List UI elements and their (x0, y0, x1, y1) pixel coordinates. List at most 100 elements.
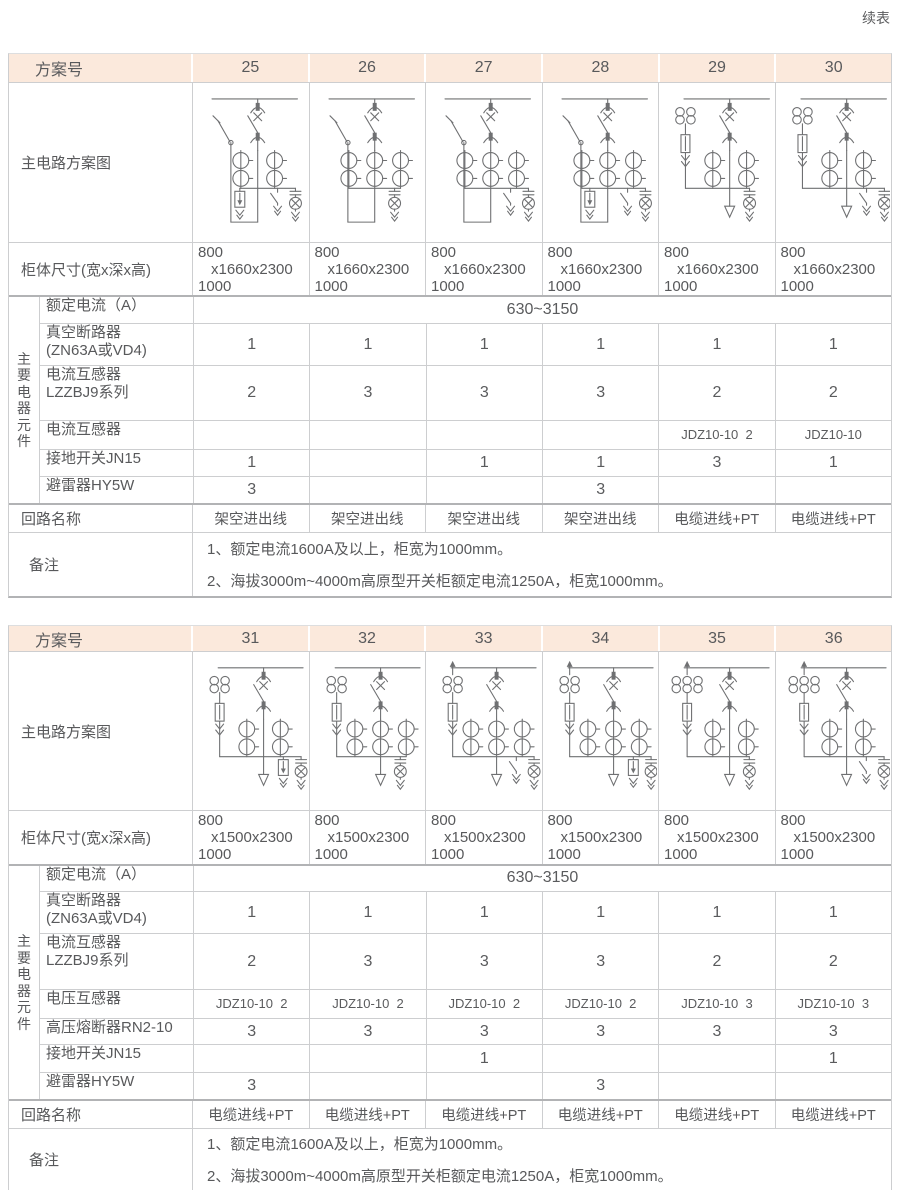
remarks-label: 备注 (9, 533, 193, 596)
component-value-current-transformer-lzzbj9-26: 3 (310, 366, 427, 420)
rated-current-merged-value: 630~3150 (506, 869, 579, 887)
component-value-hv-fuse-rn2-10-32: 3 (310, 1018, 427, 1045)
main-circuit-diagram-29 (659, 83, 776, 242)
component-value-current-transformer-lzzbj9-35: 2 (659, 934, 776, 989)
component-row-arrester-hy5w: 避雷器HY5W 3 3 (40, 477, 891, 504)
circuit-name-35: 电缆进线+PT (659, 1101, 776, 1128)
main-components-vertical-label: 主要电器元件 (9, 297, 40, 503)
cabinet-size-value-35: 800 x1500x2300 1000 (659, 811, 776, 864)
component-value-arrester-hy5w-31: 3 (194, 1073, 311, 1099)
circuit-name-34: 电缆进线+PT (543, 1101, 659, 1128)
cabinet-size-value-27: 800 x1660x2300 1000 (426, 243, 543, 295)
remarks-content: 1、额定电流1600A及以上，柜宽为1000mm。 2、海拔3000m~4000m… (207, 541, 673, 590)
component-label-vacuum-breaker: 真空断路器 (ZN63A或VD4) (40, 891, 194, 934)
main-circuit-diagram-36 (776, 652, 892, 810)
component-value-vacuum-breaker-36: 1 (828, 903, 838, 921)
main-circuit-diagram-30 (776, 83, 892, 242)
component-label-rated-current: 额定电流（A） (40, 297, 194, 323)
component-label-earthing-switch-jn15: 接地开关JN15 (40, 449, 194, 477)
scheme-number-34: 34 (543, 626, 660, 651)
component-row-earthing-switch-jn15: 接地开关JN15 1 1 (40, 1045, 891, 1074)
main-circuit-row: 主电路方案图 (9, 83, 891, 243)
main-circuit-row: 主电路方案图 (9, 652, 891, 811)
component-row-hv-fuse-rn2-10: 高压熔断器RN2-10 3 3 3 3 3 3 (40, 1018, 891, 1046)
component-value-current-transformer-27 (427, 420, 543, 449)
main-circuit-diagram-35 (659, 652, 776, 810)
component-value-arrester-hy5w-29 (659, 477, 776, 504)
scheme-number-30: 30 (824, 59, 843, 76)
main-circuit-row-label: 主电路方案图 (9, 83, 193, 242)
main-components-rows: 额定电流（A） 630~3150 真空断路器 (ZN63A或VD4) 1 1 1 1 1 1 电流互… (40, 297, 891, 504)
circuit-name-31: 电缆进线+PT (193, 1101, 310, 1128)
circuit-name-26: 架空进出线 (310, 505, 426, 532)
component-row-current-transformer-lzzbj9: 电流互感器 LZZBJ9系列 2 3 3 3 2 2 (40, 934, 891, 990)
component-value-current-transformer-26 (310, 420, 427, 449)
remarks-row: 备注 1、额定电流1600A及以上，柜宽为1000mm。 2、海拔3000m~400… (9, 1129, 891, 1190)
scheme-no-header-label: 方案号 (9, 54, 193, 82)
component-label-arrester-hy5w: 避雷器HY5W (40, 477, 194, 504)
component-value-earthing-switch-jn15-26 (310, 449, 427, 477)
component-value-current-transformer-lzzbj9-33: 3 (427, 934, 543, 989)
scheme-number-35: 35 (660, 626, 777, 651)
cabinet-size-value-34: 800 x1500x2300 1000 (543, 811, 659, 864)
component-value-arrester-hy5w-30 (776, 477, 891, 503)
component-row-current-transformer: 电流互感器 JDZ10-10 2 JDZ10-10 (40, 420, 891, 450)
circuit-name-label: 回路名称 (9, 505, 193, 532)
component-label-current-transformer-lzzbj9: 电流互感器 LZZBJ9系列 (40, 366, 194, 420)
cabinet-size-label: 柜体尺寸(宽x深x高) (9, 811, 193, 864)
remarks-label: 备注 (9, 1129, 193, 1190)
component-value-vacuum-breaker-34: 1 (543, 891, 660, 934)
circuit-name-27: 架空进出线 (426, 505, 543, 532)
scheme-table-2: 方案号 31 32 33 34 35 36 主电路方案图 柜体尺寸(宽x深x高) 800 x1500… (8, 625, 892, 1190)
component-value-arrester-hy5w-35 (659, 1073, 776, 1099)
component-value-vacuum-breaker-33: 1 (427, 891, 543, 934)
rated-current-merged-value: 630~3150 (506, 300, 579, 318)
component-value-current-transformer-lzzbj9-27: 3 (427, 366, 543, 420)
scheme-number-31: 31 (193, 626, 310, 651)
circuit-name-36: 电缆进线+PT (790, 1108, 876, 1124)
component-value-arrester-hy5w-26 (310, 477, 427, 504)
scheme-number-26: 26 (310, 54, 427, 82)
component-row-arrester-hy5w: 避雷器HY5W 3 3 (40, 1073, 891, 1099)
component-value-earthing-switch-jn15-25: 1 (194, 449, 311, 477)
component-value-current-transformer-lzzbj9-25: 2 (194, 366, 311, 420)
component-label-vacuum-breaker: 真空断路器 (ZN63A或VD4) (40, 323, 194, 366)
main-circuit-diagram-26 (310, 83, 426, 242)
component-value-voltage-transformer-36: JDZ10-10 3 (797, 996, 870, 1012)
scheme-table-1: 方案号 25 26 27 28 29 30 主电路方案图 柜体尺寸(宽x深x高) 800 x1660… (8, 53, 892, 598)
cabinet-size-value-36: 800 x1500x2300 1000 (780, 812, 876, 863)
cabinet-size-value-33: 800 x1500x2300 1000 (426, 811, 543, 864)
component-value-arrester-hy5w-36 (776, 1073, 891, 1099)
component-value-earthing-switch-jn15-27: 1 (427, 449, 543, 477)
component-value-vacuum-breaker-28: 1 (543, 323, 660, 366)
component-value-arrester-hy5w-32 (310, 1073, 427, 1099)
circuit-name-33: 电缆进线+PT (426, 1101, 543, 1128)
main-components-group: 主要电器元件额定电流（A） 630~3150 真空断路器 (ZN63A或VD4) 1 1 1… (9, 297, 891, 505)
component-label-current-transformer-lzzbj9: 电流互感器 LZZBJ9系列 (40, 934, 194, 989)
component-value-hv-fuse-rn2-10-31: 3 (194, 1018, 311, 1045)
main-components-vertical-label: 主要电器元件 (9, 866, 40, 1099)
component-value-earthing-switch-jn15-31 (194, 1045, 311, 1073)
circuit-name-28: 架空进出线 (543, 505, 659, 532)
component-value-current-transformer-lzzbj9-34: 3 (543, 934, 660, 989)
component-value-voltage-transformer-34: JDZ10-10 2 (543, 989, 660, 1018)
scheme-number-header-row: 方案号 25 26 27 28 29 30 (9, 54, 891, 83)
component-value-current-transformer-30: JDZ10-10 (804, 427, 862, 443)
main-circuit-diagram-28 (543, 83, 659, 242)
component-value-current-transformer-25 (194, 420, 311, 449)
component-label-arrester-hy5w: 避雷器HY5W (40, 1073, 194, 1099)
main-circuit-row-label: 主电路方案图 (9, 652, 193, 810)
component-value-vacuum-breaker-35: 1 (659, 891, 776, 934)
component-label-current-transformer: 电流互感器 (40, 420, 194, 449)
component-value-earthing-switch-jn15-32 (310, 1045, 427, 1073)
main-circuit-diagram-31 (193, 652, 310, 810)
component-value-earthing-switch-jn15-28: 1 (543, 449, 660, 477)
circuit-name-row: 回路名称 架空进出线 架空进出线 架空进出线 架空进出线 电缆进线+PT 电缆进线+PT (9, 505, 891, 533)
cabinet-size-value-32: 800 x1500x2300 1000 (310, 811, 426, 864)
circuit-name-29: 电缆进线+PT (659, 505, 776, 532)
main-components-group: 主要电器元件额定电流（A） 630~3150 真空断路器 (ZN63A或VD4) 1 1 1… (9, 866, 891, 1101)
scheme-number-25: 25 (193, 54, 310, 82)
cabinet-size-value-31: 800 x1500x2300 1000 (193, 811, 310, 864)
component-value-arrester-hy5w-27 (427, 477, 543, 504)
continued-table-note: 续表 (862, 10, 890, 26)
